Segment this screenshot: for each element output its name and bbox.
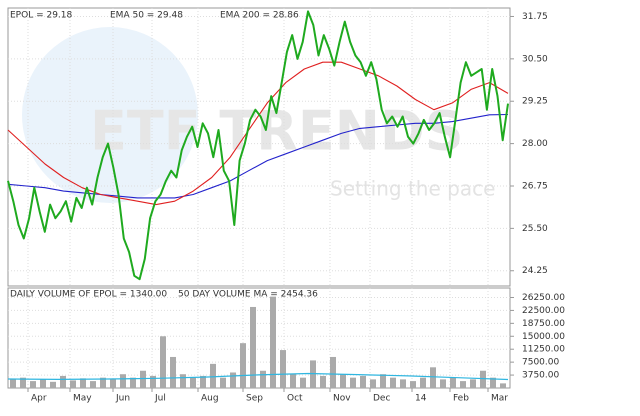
y-tick-label: 30.50: [522, 54, 548, 64]
volume-bar: [480, 370, 486, 388]
volume-panel: [7, 287, 511, 389]
price-panel: [7, 7, 511, 287]
y-tick-label: 11250.00: [522, 345, 565, 355]
y-tick-label: 7500.00: [522, 358, 559, 368]
volume-bar: [80, 378, 86, 388]
volume-bar: [440, 379, 446, 388]
volume-bar: [30, 381, 36, 388]
y-tick-label: 3750.00: [522, 371, 559, 381]
volume-bar: [60, 375, 66, 388]
x-tick-label: Dec: [373, 394, 390, 404]
volume-bar: [290, 374, 296, 388]
y-tick-label: 25.50: [522, 224, 548, 234]
volume-bar: [350, 377, 356, 388]
y-tick-label: 24.25: [522, 266, 548, 276]
y-tick-label: 29.25: [522, 97, 548, 107]
x-tick-label: Sep: [246, 394, 263, 404]
volume-bar: [150, 375, 156, 388]
volume-bar: [470, 379, 476, 388]
x-tick-label: Aug: [201, 394, 219, 404]
volume-bar: [280, 350, 286, 388]
y-tick-label: 18750.00: [522, 319, 565, 329]
volume-bar: [170, 356, 176, 388]
x-tick-label: Feb: [453, 394, 469, 404]
volume-bar: [420, 377, 426, 388]
volume-bar: [300, 377, 306, 388]
volume-bar: [380, 374, 386, 388]
volume-bar: [390, 377, 396, 388]
legend-entry: 50 DAY VOLUME MA = 2454.36: [178, 290, 318, 300]
volume-bar: [120, 374, 126, 388]
volume-bar: [140, 370, 146, 388]
watermark: Setting the pace: [330, 177, 495, 201]
x-tick-label: Mar: [491, 394, 508, 404]
x-tick-label: May: [73, 394, 92, 404]
volume-bar: [410, 381, 416, 388]
legend-entry: EMA 50 = 29.48: [110, 11, 183, 21]
volume-bar: [320, 375, 326, 388]
y-tick-label: 28.00: [522, 139, 548, 149]
volume-bar: [240, 343, 246, 388]
legend-entry: DAILY VOLUME OF EPOL = 1340.00: [10, 290, 167, 300]
volume-bar: [180, 374, 186, 388]
volume-bar: [90, 381, 96, 388]
volume-bar: [10, 379, 16, 388]
volume-bar: [160, 336, 166, 388]
legend-entry: EMA 200 = 28.86: [220, 11, 299, 21]
volume-bar: [190, 377, 196, 388]
volume-bar: [450, 377, 456, 388]
volume-bar: [490, 377, 496, 388]
volume-bar: [40, 379, 46, 388]
volume-bar: [220, 377, 226, 388]
y-tick-label: 26250.00: [522, 293, 565, 303]
volume-bar: [200, 375, 206, 388]
volume-bar: [70, 380, 76, 388]
volume-bar: [100, 377, 106, 388]
volume-bar: [50, 381, 56, 388]
volume-bar: [430, 367, 436, 388]
y-tick-label: 22500.00: [522, 306, 565, 316]
volume-bar: [230, 372, 236, 388]
volume-bar: [460, 381, 466, 388]
x-tick-label: Jun: [115, 394, 130, 404]
y-tick-label: 15000.00: [522, 332, 565, 342]
volume-bar: [370, 379, 376, 388]
volume-bar: [340, 374, 346, 388]
volume-bar: [260, 370, 266, 388]
volume-bar: [130, 377, 136, 388]
watermark-circle: [22, 27, 198, 203]
x-tick-label: Apr: [31, 394, 47, 404]
legend-entry: EPOL = 29.18: [10, 11, 73, 21]
volume-bar: [400, 379, 406, 388]
volume-ma-line: [7, 372, 509, 381]
price-line: [7, 61, 509, 206]
y-tick-label: 26.75: [522, 181, 548, 191]
volume-bar: [360, 375, 366, 388]
x-tick-label: Oct: [287, 394, 303, 404]
price-line: [7, 10, 509, 281]
y-tick-label: 31.75: [522, 12, 548, 22]
x-tick-label: 14: [415, 394, 427, 404]
volume-bar: [250, 306, 256, 388]
volume-bar: [270, 296, 276, 388]
volume-bar: [500, 383, 506, 388]
x-tick-label: Nov: [333, 394, 351, 404]
x-tick-label: Jul: [154, 394, 166, 404]
volume-bar: [20, 377, 26, 388]
volume-bar: [330, 356, 336, 388]
volume-bar: [110, 379, 116, 388]
volume-bar: [210, 363, 216, 388]
